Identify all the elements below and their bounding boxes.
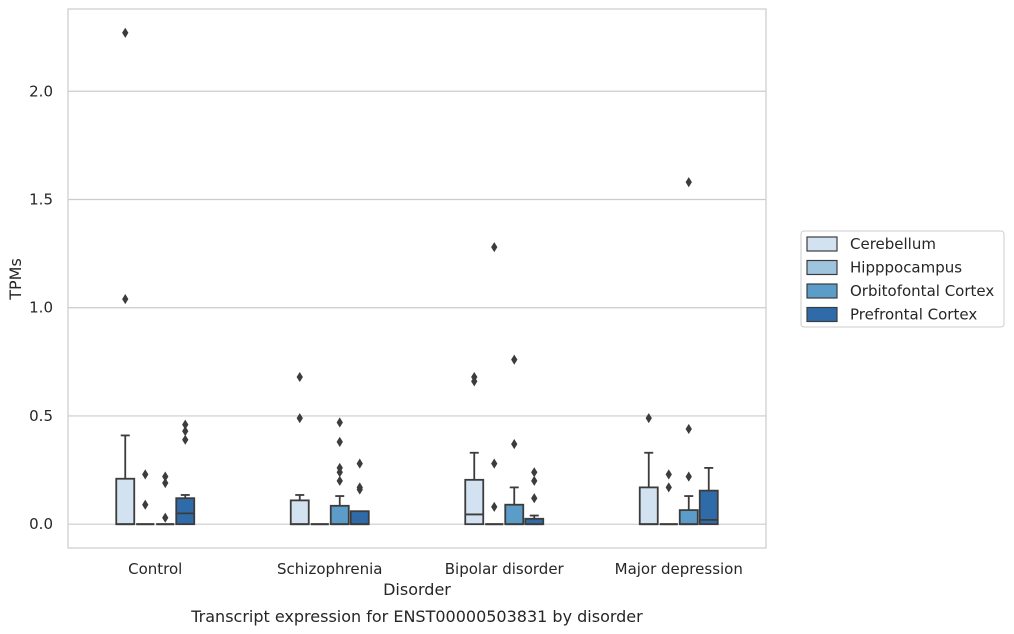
outlier-point — [511, 439, 518, 450]
outlier-point — [665, 469, 672, 480]
y-tick-label: 0.5 — [29, 407, 53, 425]
box — [678, 509, 699, 526]
box-cerebellum — [289, 371, 310, 526]
box — [504, 503, 525, 526]
x-axis-ticks: Control Schizophrenia Bipolar disorder Majo… — [128, 560, 743, 578]
box-prefrontal-cortex — [175, 419, 196, 526]
box-prefrontal-cortex — [698, 467, 719, 526]
outlier-point — [336, 436, 343, 447]
outlier-point — [531, 467, 538, 478]
legend-swatch — [806, 259, 838, 276]
outlier-point — [471, 376, 478, 387]
outlier-point — [142, 499, 149, 510]
x-tick-label: Schizophrenia — [277, 560, 382, 578]
legend-swatch — [806, 236, 838, 252]
outlier-point — [336, 417, 343, 428]
outlier-point — [162, 471, 169, 482]
x-tick-label: Major depression — [615, 560, 743, 578]
outlier-point — [665, 482, 672, 493]
box — [115, 477, 136, 526]
outlier-point — [531, 493, 538, 504]
outlier-point — [162, 512, 169, 523]
y-axis-ticks: 0.0 0.5 1.0 1.5 2.0 — [29, 82, 53, 533]
outlier-point — [645, 413, 652, 424]
box — [698, 489, 719, 526]
box — [464, 478, 485, 526]
box-hipppocampus — [136, 469, 155, 526]
outlier-point — [122, 27, 129, 38]
outlier-point — [685, 423, 692, 434]
outlier-point — [511, 354, 518, 365]
legend-label: Cerebellum — [850, 235, 936, 253]
box-hipppocampus — [485, 242, 504, 526]
outlier-point — [491, 242, 498, 253]
outlier-point — [491, 501, 498, 512]
legend-label: Orbitofontal Cortex — [850, 282, 994, 300]
box — [638, 486, 659, 526]
y-axis-title: TPMs — [6, 258, 25, 301]
outlier-point — [296, 371, 303, 383]
y-tick-label: 0.0 — [29, 515, 53, 533]
box — [349, 510, 370, 526]
box-prefrontal-cortex — [349, 458, 370, 526]
outlier-point — [122, 294, 129, 305]
legend-label: Hipppocampus — [850, 259, 962, 277]
box-cerebellum — [464, 371, 485, 526]
box — [329, 504, 350, 526]
outlier-point — [336, 467, 343, 478]
box-orbitofontal-cortex — [678, 177, 699, 526]
legend: Cerebellum Hipppocampus Orbitofontal Corte… — [800, 230, 1005, 328]
gridlines — [68, 90, 766, 525]
legend-swatch — [806, 306, 838, 323]
outlier-point — [182, 426, 189, 437]
box-orbitofontal-cortex — [156, 471, 175, 526]
box-orbitofontal-cortex — [504, 354, 525, 526]
box-hipppocampus — [659, 469, 678, 526]
outlier-point — [356, 484, 363, 495]
box-plots — [115, 27, 719, 526]
outlier-point — [685, 177, 692, 188]
box-cerebellum — [638, 413, 659, 526]
outlier-point — [142, 469, 149, 480]
outlier-point — [491, 458, 498, 469]
outlier-point — [531, 475, 538, 486]
y-tick-label: 1.5 — [29, 190, 53, 208]
x-axis-title: Disorder — [383, 580, 451, 599]
legend-frame — [800, 230, 1005, 328]
outlier-point — [182, 434, 189, 445]
y-tick-label: 1.0 — [29, 299, 53, 317]
outlier-point — [685, 471, 692, 482]
box — [289, 499, 310, 526]
figure-caption: Transcript expression for ENST0000050383… — [190, 607, 643, 626]
outlier-point — [336, 475, 343, 486]
x-tick-label: Bipolar disorder — [445, 560, 565, 578]
outlier-point — [296, 413, 303, 424]
legend-label: Prefrontal Cortex — [850, 306, 977, 324]
box-cerebellum — [115, 27, 136, 526]
box-orbitofontal-cortex — [329, 417, 350, 526]
box — [175, 497, 196, 526]
outlier-point — [356, 458, 363, 469]
legend-swatch — [806, 283, 838, 299]
x-tick-label: Control — [128, 560, 182, 578]
plot-frame — [67, 8, 767, 549]
box-prefrontal-cortex — [524, 467, 545, 526]
outlier-point — [162, 478, 169, 489]
outlier-point — [182, 419, 189, 430]
y-tick-label: 2.0 — [29, 82, 53, 100]
